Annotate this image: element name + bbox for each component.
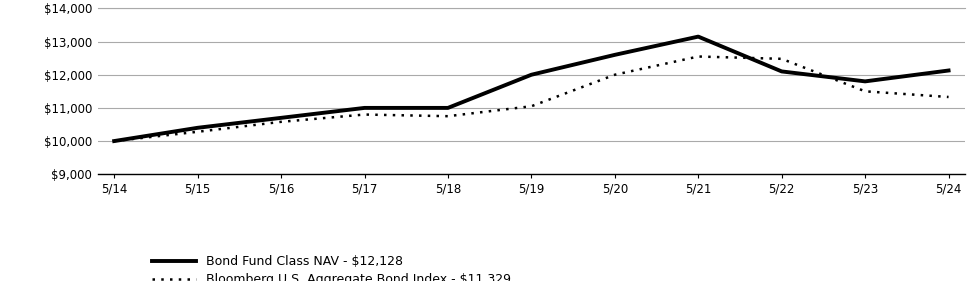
- Bond Fund Class NAV - $12,128: [609, 53, 621, 56]
- Bloomberg U.S. Aggregate Bond Index - $11,329: [275, 120, 287, 124]
- Bloomberg U.S. Aggregate Bond Index - $11,329: [859, 90, 871, 93]
- Bond Fund Class NAV - $12,128: [692, 35, 704, 38]
- Bond Fund Class NAV - $12,128: [943, 69, 955, 72]
- Bloomberg U.S. Aggregate Bond Index - $11,329: [776, 57, 788, 60]
- Bond Fund Class NAV - $12,128: [442, 106, 453, 110]
- Line: Bloomberg U.S. Aggregate Bond Index - $11,329: Bloomberg U.S. Aggregate Bond Index - $1…: [114, 56, 949, 141]
- Bloomberg U.S. Aggregate Bond Index - $11,329: [692, 55, 704, 58]
- Bond Fund Class NAV - $12,128: [275, 116, 287, 119]
- Bond Fund Class NAV - $12,128: [526, 73, 537, 76]
- Bloomberg U.S. Aggregate Bond Index - $11,329: [359, 113, 370, 116]
- Bloomberg U.S. Aggregate Bond Index - $11,329: [943, 95, 955, 99]
- Legend: Bond Fund Class NAV - $12,128, Bloomberg U.S. Aggregate Bond Index - $11,329: Bond Fund Class NAV - $12,128, Bloomberg…: [147, 250, 516, 281]
- Line: Bond Fund Class NAV - $12,128: Bond Fund Class NAV - $12,128: [114, 37, 949, 141]
- Bond Fund Class NAV - $12,128: [359, 106, 370, 110]
- Bloomberg U.S. Aggregate Bond Index - $11,329: [442, 114, 453, 118]
- Bloomberg U.S. Aggregate Bond Index - $11,329: [108, 139, 120, 143]
- Bond Fund Class NAV - $12,128: [108, 139, 120, 143]
- Bond Fund Class NAV - $12,128: [192, 126, 204, 130]
- Bond Fund Class NAV - $12,128: [776, 70, 788, 73]
- Bloomberg U.S. Aggregate Bond Index - $11,329: [192, 130, 204, 133]
- Bloomberg U.S. Aggregate Bond Index - $11,329: [609, 73, 621, 76]
- Bloomberg U.S. Aggregate Bond Index - $11,329: [526, 105, 537, 108]
- Bond Fund Class NAV - $12,128: [859, 80, 871, 83]
